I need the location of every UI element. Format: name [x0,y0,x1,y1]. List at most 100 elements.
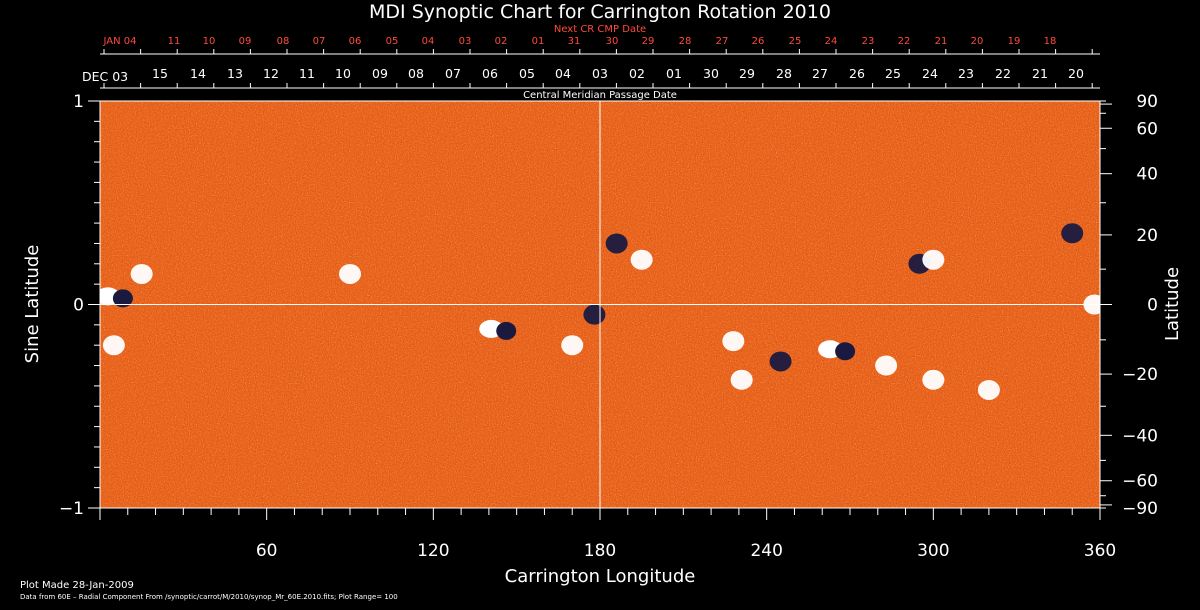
cmp-date-top: 25 [789,36,802,47]
cmp-date-bottom: 12 [263,66,279,81]
x-tick-label: 360 [1084,541,1116,561]
active-region-positive [730,369,753,390]
cmp-date-top: JAN 04 [103,36,137,47]
map-gridlines [100,101,1100,508]
cmp-date-bottom: 10 [335,66,351,81]
y-axis-right: 90 60 40 20 0 −20 −40 −60 −90 [1100,92,1158,519]
cmp-date-top: 04 [422,36,435,47]
y-right-tick-label: 90 [1136,92,1158,112]
cmp-date-top: 22 [898,36,911,47]
y-axis-left-label: Sine Latitude [22,245,43,364]
x-tick-label: 180 [584,541,616,561]
cmp-date-top: 09 [239,36,252,47]
x-tick-label: 60 [256,541,278,561]
cmp-date-bottom: 02 [629,66,645,81]
cmp-date-top: 30 [606,36,619,47]
cmp-date-top: 08 [277,36,290,47]
y-right-tick-label: −20 [1122,365,1158,385]
cmp-date-bottom: 06 [482,66,498,81]
cmp-date-bottom: 28 [776,66,792,81]
active-region-negative [496,321,517,340]
cmp-date-top: 31 [568,36,581,47]
cmp-date-top: 01 [532,36,545,47]
y-right-tick-label: 60 [1136,119,1158,139]
cmp-date-top: 10 [203,36,216,47]
cmp-date-bottom: 08 [408,66,424,81]
active-region-positive [102,335,125,356]
cmp-date-top: 21 [935,36,948,47]
cmp-date-bottom: 26 [849,66,865,81]
active-region-negative [112,289,133,308]
cmp-date-top: 24 [825,36,838,47]
active-region-positive [722,331,745,352]
cmp-date-bottom: 25 [885,66,901,81]
cmp-date-bottom: 22 [995,66,1011,81]
chart-subtitle: Central Meridian Passage Date [523,90,677,101]
cmp-date-top: 07 [313,36,326,47]
cmp-date-top: 11 [168,36,181,47]
cmp-date-bottom: 07 [445,66,461,81]
cmp-date-top: 02 [495,36,508,47]
x-tick-label: 300 [917,541,949,561]
active-region-positive [922,249,945,270]
cmp-date-top: 18 [1044,36,1057,47]
y-left-tick-label: 1 [73,92,84,112]
cmp-date-top: 19 [1008,36,1021,47]
cmp-dates-bottom: 15 14 13 12 11 10 09 08 07 06 05 04 03 02 01 30 29 28 27 26… [103,66,1093,88]
y-right-tick-label: −40 [1122,426,1158,446]
cmp-date-bottom: 11 [299,66,315,81]
active-region-negative [605,233,628,254]
cmp-date-bottom: 29 [739,66,755,81]
y-axis-left: 1 0 −1 [59,92,100,519]
active-region-positive [922,369,945,390]
active-region-positive [630,249,653,270]
active-regions [100,223,1100,400]
y-right-tick-label: −60 [1122,472,1158,492]
cmp-date-bottom: 13 [227,66,243,81]
chart-title: MDI Synoptic Chart for Carrington Rotati… [369,1,831,23]
cmp-date-top: 06 [349,36,362,47]
cmp-date-bottom: 30 [703,66,719,81]
active-region-positive [875,355,898,376]
cmp-date-bottom: 05 [519,66,535,81]
active-region-positive [130,263,153,284]
cmp-date-bottom: 09 [372,66,388,81]
y-axis-right-label: Latitude [1162,267,1183,341]
cmp-date-bottom: 04 [555,66,571,81]
cmp-date-bottom: 03 [592,66,608,81]
y-right-tick-label: 20 [1136,226,1158,246]
y-right-tick-label: 40 [1136,165,1158,185]
y-right-tick-label: −90 [1122,499,1158,519]
cmp-top-label: Next CR CMP Date [554,24,646,35]
cmp-date-top: 03 [459,36,472,47]
cmp-date-bottom: 20 [1068,66,1084,81]
x-tick-label: 120 [417,541,449,561]
active-region-negative [1061,223,1084,244]
active-region-positive [561,335,584,356]
y-left-tick-label: −1 [59,499,84,519]
cmp-date-bottom: 15 [152,66,168,81]
active-region-negative [583,304,606,325]
cmp-date-bottom: 21 [1032,66,1048,81]
cmp-date-bottom: 27 [812,66,828,81]
cmp-date-bottom: 14 [190,66,206,81]
cmp-dates-top: JAN 04 11 10 09 08 07 06 05 04 03 02 01 31 30 29 28 27 26… [103,36,1093,54]
active-region-positive [339,263,361,284]
cmp-bottom-start: DEC 03 [82,69,128,84]
y-left-tick-label: 0 [73,296,84,316]
cmp-date-top: 23 [862,36,875,47]
cmp-date-bottom: 23 [958,66,974,81]
x-axis: 60 120 180 240 300 360 [99,508,1116,561]
active-region-negative [835,342,856,361]
cmp-date-bottom: 01 [666,66,682,81]
cmp-date-top: 29 [642,36,655,47]
plot-made-note: Plot Made 28-Jan-2009 [20,580,134,591]
cmp-date-top: 26 [752,36,765,47]
cmp-date-top: 20 [971,36,984,47]
cmp-date-top: 05 [386,36,399,47]
x-tick-label: 240 [750,541,782,561]
cmp-date-bottom: 24 [922,66,938,81]
active-region-positive [977,379,1000,400]
data-source-note: Data from 60E – Radial Component From /s… [20,593,398,601]
